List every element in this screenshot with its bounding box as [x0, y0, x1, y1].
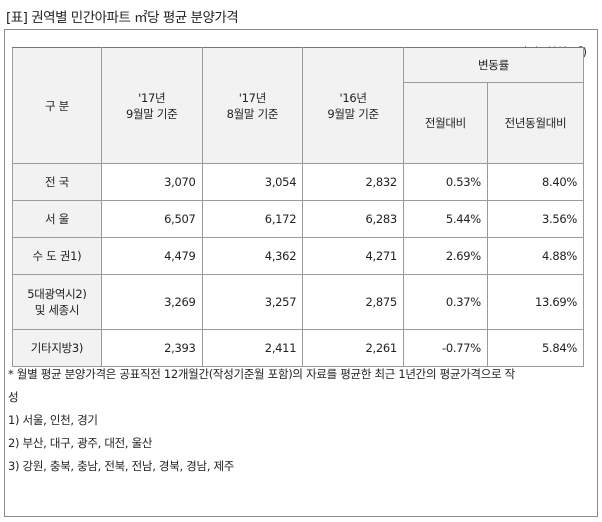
- header-col3: '16년 9월말 기준: [302, 47, 404, 164]
- header-category: 구 분: [12, 47, 102, 164]
- header-row-2: 전월대비 전년동월대비: [13, 82, 585, 164]
- header-col2: '17년 8월말 기준: [201, 47, 304, 164]
- header-col3-basis: 9월말 기준: [327, 106, 379, 121]
- header-col2-basis: 8월말 기준: [226, 106, 279, 121]
- cell-yoy: 4.88%: [486, 237, 585, 275]
- table-title: [표] 권역별 민간아파트 ㎡당 평균 분양가격: [6, 10, 239, 26]
- footnote-1: 1) 서울, 인천, 경기: [8, 413, 98, 427]
- header-row-1: 구 분 '17년 9월말 기준 '17년 8월말 기준 '16년 9월말 기준 …: [12, 47, 585, 164]
- footnote-main-cont: 성: [8, 390, 19, 404]
- footnotes: * 월별 평균 분양가격은 공표직전 12개월간(작성기준월 포함)의 자료를 …: [8, 363, 588, 478]
- cell-yoy: 5.84%: [486, 329, 585, 367]
- row-label: 전 국: [12, 163, 102, 201]
- cell-mom: -0.77%: [402, 329, 488, 367]
- cell-value: 4,271: [302, 237, 404, 275]
- row-label: 기타지방3): [12, 329, 102, 367]
- table-row: 수 도 권1) 4,479 4,362 4,271 2.69% 4.88%: [12, 237, 585, 275]
- cell-mom: 0.53%: [402, 163, 488, 201]
- cell-value: 6,507: [100, 200, 203, 238]
- cell-value: 6,172: [201, 200, 304, 238]
- cell-mom: 2.69%: [402, 237, 488, 275]
- cell-yoy: 3.56%: [486, 200, 585, 238]
- row-label-line2: 및 세종시: [34, 303, 80, 317]
- price-table: 구 분 '17년 9월말 기준 '17년 8월말 기준 '16년 9월말 기준 …: [12, 47, 585, 367]
- header-col3-year: '16년: [339, 90, 367, 105]
- header-col1-year: '17년: [138, 90, 166, 105]
- row-label: 5대광역시2) 및 세종시: [12, 274, 102, 330]
- cell-value: 4,362: [201, 237, 304, 275]
- cell-value: 3,070: [100, 163, 203, 201]
- cell-value: 6,283: [302, 200, 404, 238]
- cell-value: 3,054: [201, 163, 304, 201]
- table-row: 기타지방3) 2,393 2,411 2,261 -0.77% 5.84%: [12, 329, 585, 367]
- cell-mom: 0.37%: [402, 274, 488, 330]
- cell-value: 2,393: [100, 329, 203, 367]
- header-col2-year: '17년: [238, 90, 266, 105]
- footnote-main: * 월별 평균 분양가격은 공표직전 12개월간(작성기준월 포함)의 자료를 …: [8, 367, 515, 381]
- header-change-mom: 전월대비: [402, 82, 488, 164]
- cell-value: 3,269: [100, 274, 203, 330]
- row-label: 서 울: [12, 200, 102, 238]
- cell-yoy: 8.40%: [486, 163, 585, 201]
- cell-value: 4,479: [100, 237, 203, 275]
- cell-value: 2,411: [201, 329, 304, 367]
- cell-mom: 5.44%: [402, 200, 488, 238]
- footnote-3: 3) 강원, 충북, 충남, 전북, 전남, 경북, 경남, 제주: [8, 459, 235, 473]
- cell-value: 2,875: [302, 274, 404, 330]
- row-label: 수 도 권1): [12, 237, 102, 275]
- table-row: 전 국 3,070 3,054 2,832 0.53% 8.40%: [12, 163, 585, 201]
- cell-yoy: 13.69%: [486, 274, 585, 330]
- header-change: 변동률: [402, 47, 585, 83]
- header-change-yoy: 전년동월대비: [486, 82, 585, 164]
- table-row: 5대광역시2) 및 세종시 3,269 3,257 2,875 0.37% 13…: [12, 274, 585, 330]
- row-label-line1: 5대광역시2): [27, 287, 87, 301]
- header-col1: '17년 9월말 기준: [100, 47, 203, 164]
- cell-value: 2,261: [302, 329, 404, 367]
- cell-value: 3,257: [201, 274, 304, 330]
- header-col1-basis: 9월말 기준: [125, 106, 178, 121]
- table-row: 서 울 6,507 6,172 6,283 5.44% 3.56%: [12, 200, 585, 238]
- footnote-2: 2) 부산, 대구, 광주, 대전, 울산: [8, 436, 153, 450]
- cell-value: 2,832: [302, 163, 404, 201]
